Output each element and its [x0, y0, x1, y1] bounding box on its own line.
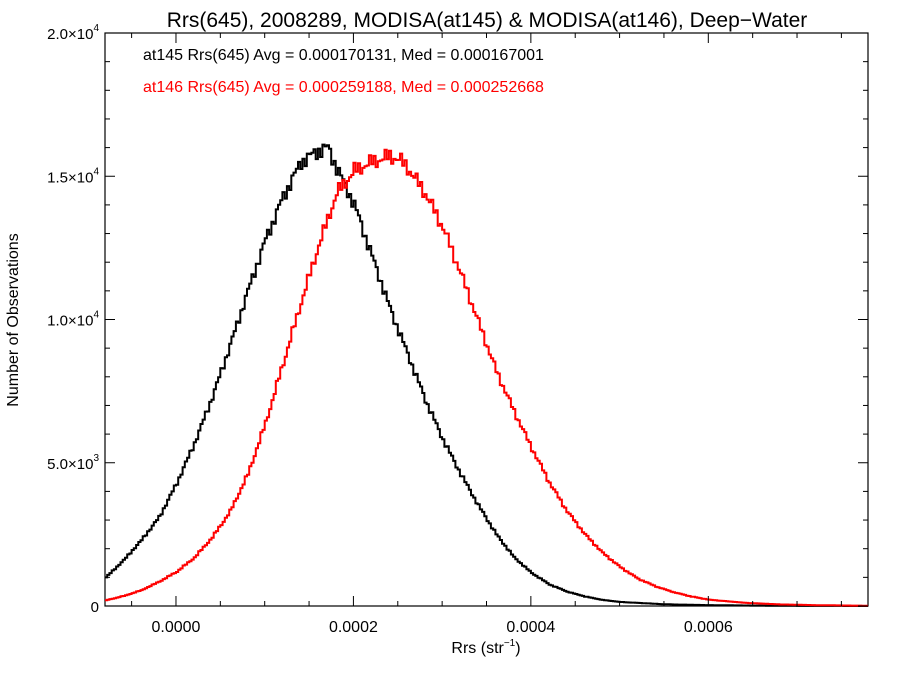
histogram-series-at146 — [105, 148, 868, 607]
x-tick-label: 0.0006 — [684, 619, 733, 636]
y-tick-label: 1.5×104 — [47, 166, 99, 186]
y-tick-label: 0 — [91, 599, 99, 616]
x-axis-ticks: 0.0000 0.0002 0.0004 0.0006 — [131, 33, 842, 636]
chart-title: Rrs(645), 2008289, MODISA(at145) & MODIS… — [167, 9, 808, 32]
y-axis-label: Number of Observations — [5, 233, 22, 406]
x-axis-label: Rrs (str−1) — [451, 638, 520, 657]
annotation-at146: at146 Rrs(645) Avg = 0.000259188, Med = … — [143, 79, 544, 96]
series-layer — [105, 143, 868, 607]
x-tick-label: 0.0004 — [506, 619, 555, 636]
x-tick-label: 0.0000 — [152, 619, 201, 636]
y-tick-label: 2.0×104 — [47, 23, 99, 43]
annotation-at145: at145 Rrs(645) Avg = 0.000170131, Med = … — [143, 47, 544, 64]
histogram-series-at145 — [105, 143, 868, 607]
y-tick-label: 1.0×104 — [47, 310, 99, 330]
y-axis-ticks: 0 5.0×103 1.0×104 1.5×104 2.0×104 — [47, 23, 868, 616]
y-tick-label: 5.0×103 — [47, 453, 99, 473]
x-tick-label: 0.0002 — [329, 619, 378, 636]
